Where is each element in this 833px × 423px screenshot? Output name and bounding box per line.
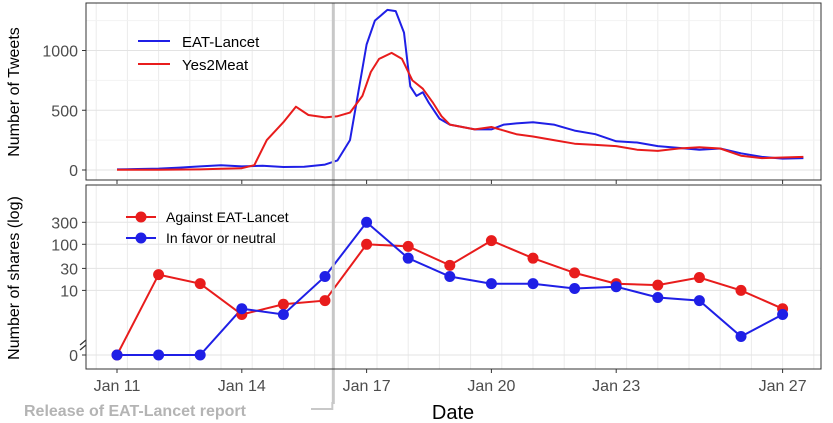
y-tick-label: 0: [69, 163, 78, 180]
bottom-legend: Against EAT-Lancet In favor or neutral: [126, 209, 289, 246]
data-point-in-favor-or-neutral: [444, 271, 456, 283]
data-point-in-favor-or-neutral: [735, 331, 747, 342]
data-point-against-eat-lancet: [527, 252, 539, 264]
top-y-ticks: 0 500 1000: [42, 44, 86, 180]
data-point-in-favor-or-neutral: [527, 278, 539, 290]
legend-label-in-favor: In favor or neutral: [166, 230, 276, 246]
data-point-in-favor-or-neutral: [693, 295, 705, 307]
y-tick-label: 0: [69, 348, 78, 365]
axis-break-mark: [79, 339, 87, 351]
y-tick-label: 300: [51, 215, 78, 232]
top-panel-frame: [85, 2, 822, 181]
release-leader-line: [311, 402, 334, 410]
y-tick-label: 500: [51, 103, 78, 120]
top-legend: EAT-Lancet Yes2Meat: [138, 34, 260, 74]
legend-label-eat-lancet: EAT-Lancet: [182, 34, 260, 51]
bottom-y-axis-title: Number of shares (log): [6, 196, 23, 360]
y-tick-label: 30: [60, 261, 78, 278]
x-tick-label: Jan 23: [592, 378, 640, 395]
bottom-panel-lines: [111, 216, 789, 361]
legend-label-against: Against EAT-Lancet: [166, 209, 289, 225]
y-tick-label: 1000: [42, 44, 78, 61]
data-point-against-eat-lancet: [693, 272, 705, 284]
data-point-in-favor-or-neutral: [194, 349, 206, 361]
data-point-in-favor-or-neutral: [569, 282, 581, 294]
data-point-in-favor-or-neutral: [652, 292, 664, 304]
top-y-axis-title: Number of Tweets: [6, 27, 23, 157]
data-point-against-eat-lancet: [277, 298, 289, 310]
top-panel-lines: [116, 8, 804, 171]
y-tick-label: 10: [60, 283, 78, 300]
y-tick-label: 100: [51, 237, 78, 254]
data-point-in-favor-or-neutral: [111, 349, 123, 361]
x-ticks: Jan 11 Jan 14 Jan 17 Jan 20 Jan 23 Jan 27: [94, 180, 807, 395]
x-tick-label: Jan 17: [343, 378, 391, 395]
data-point-against-eat-lancet: [485, 235, 497, 247]
series-line-yes2meat: [117, 51, 804, 171]
data-point-against-eat-lancet: [319, 295, 331, 307]
data-point-against-eat-lancet: [652, 279, 664, 291]
data-point-against-eat-lancet: [361, 238, 373, 250]
series-line-eat-lancet: [116, 8, 804, 171]
bottom-panel-frame: [85, 184, 822, 370]
data-point-against-eat-lancet: [194, 278, 206, 290]
data-point-against-eat-lancet: [402, 240, 414, 252]
legend-marker-in-favor: [135, 232, 147, 244]
data-point-in-favor-or-neutral: [485, 278, 497, 290]
data-point-in-favor-or-neutral: [777, 309, 789, 321]
data-point-against-eat-lancet: [569, 267, 581, 279]
data-point-against-eat-lancet: [444, 259, 456, 271]
x-tick-label: Jan 20: [467, 378, 515, 395]
top-panel-grid: [86, 3, 821, 180]
x-axis-title: Date: [432, 402, 474, 423]
release-annotation-label: Release of EAT-Lancet report: [24, 403, 247, 420]
x-tick-label: Jan 14: [218, 378, 266, 395]
legend-label-yes2meat: Yes2Meat: [182, 57, 249, 74]
x-tick-label: Jan 11: [94, 378, 141, 395]
data-point-in-favor-or-neutral: [153, 349, 165, 361]
data-point-against-eat-lancet: [735, 284, 747, 296]
x-tick-label: Jan 27: [759, 378, 807, 395]
data-point-against-eat-lancet: [153, 269, 165, 281]
data-point-in-favor-or-neutral: [402, 252, 414, 264]
data-point-in-favor-or-neutral: [277, 309, 289, 321]
data-point-in-favor-or-neutral: [319, 271, 331, 283]
legend-marker-against: [135, 211, 147, 223]
data-point-in-favor-or-neutral: [236, 303, 248, 315]
bottom-y-ticks: 0 10 30 100 300: [51, 215, 86, 365]
data-point-in-favor-or-neutral: [610, 281, 622, 293]
bottom-panel-grid: [86, 185, 821, 369]
data-point-in-favor-or-neutral: [361, 216, 373, 228]
